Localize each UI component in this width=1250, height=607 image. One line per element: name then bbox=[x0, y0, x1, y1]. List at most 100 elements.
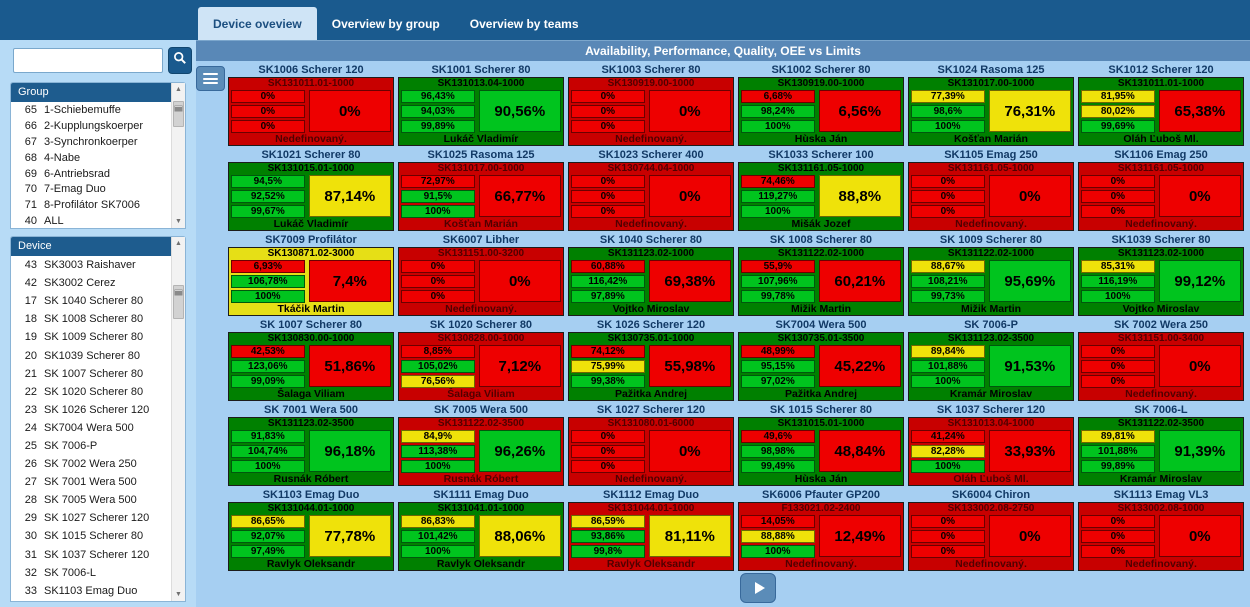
device-scrollbar[interactable]: ▲ ▼ bbox=[171, 237, 185, 601]
tile-title: SK1113 Emag VL3 bbox=[1113, 489, 1209, 501]
tile-title: SK1001 Scherer 80 bbox=[431, 64, 531, 76]
device-tile[interactable]: SK 7006-P SK131123.02-3500 89,84% 101,88… bbox=[908, 319, 1074, 401]
device-list-item[interactable]: 31 SK 1037 Scherer 120 bbox=[11, 546, 185, 564]
device-tile[interactable]: SK 1037 Scherer 120 SK131013.04-1000 41,… bbox=[908, 404, 1074, 486]
device-tile[interactable]: SK 7001 Wera 500 SK131123.02-3500 91,83%… bbox=[228, 404, 394, 486]
group-list-item[interactable]: 70 7-Emag Duo bbox=[11, 181, 185, 197]
device-tile[interactable]: SK 1008 Scherer 80 SK131122.02-1000 55,9… bbox=[738, 234, 904, 316]
device-tile[interactable]: SK6006 Pfauter GP200 F133021.02-2400 14,… bbox=[738, 489, 904, 571]
device-list-item[interactable]: 43 SK3003 Raishaver bbox=[11, 256, 185, 274]
device-list-item[interactable]: 21 SK 1007 Scherer 80 bbox=[11, 365, 185, 383]
device-tile[interactable]: SK7009 Profilátor SK130871.02-3000 6,93%… bbox=[228, 234, 394, 316]
device-tile[interactable]: SK1024 Rasoma 125 SK131017.00-1000 77,39… bbox=[908, 64, 1074, 146]
device-tile[interactable]: SK1103 Emag Duo SK131044.01-1000 86,65% … bbox=[228, 489, 394, 571]
group-scrollbar[interactable]: ▲ ▼ bbox=[171, 83, 185, 228]
device-tile[interactable]: SK1113 Emag VL3 SK133002.08-1000 0% 0% 0… bbox=[1078, 489, 1244, 571]
device-list-item[interactable]: 29 SK 1027 Scherer 120 bbox=[11, 509, 185, 527]
device-tile[interactable]: SK1021 Scherer 80 SK131015.01-1000 94,5%… bbox=[228, 149, 394, 231]
group-list-item[interactable]: 65 1-Schiebemuffe bbox=[11, 102, 185, 118]
device-tile[interactable]: SK1025 Rasoma 125 SK131017.00-1000 72,97… bbox=[398, 149, 564, 231]
group-list-item[interactable]: 68 4-Nabe bbox=[11, 150, 185, 166]
operator-name: Kramár Miroslav bbox=[1119, 473, 1203, 485]
device-tile[interactable]: SK 1007 Scherer 80 SK130830.00-1000 42,5… bbox=[228, 319, 394, 401]
oee-value: 76,31% bbox=[988, 90, 1071, 132]
group-list-item[interactable]: 67 3-Synchronkoerper bbox=[11, 134, 185, 150]
device-tile[interactable]: SK6004 Chiron SK133002.08-2750 0% 0% 0% … bbox=[908, 489, 1074, 571]
device-tile[interactable]: SK 1015 Scherer 80 SK131015.01-1000 49,6… bbox=[738, 404, 904, 486]
device-tile[interactable]: SK 7005 Wera 500 SK131122.02-3500 84,9% … bbox=[398, 404, 564, 486]
device-tile[interactable]: SK6007 Libher SK131151.00-3200 0% 0% 0% … bbox=[398, 234, 564, 316]
device-list-item[interactable]: 24 SK7004 Wera 500 bbox=[11, 419, 185, 437]
tile-order-code: SK131080.01-6000 bbox=[607, 418, 695, 429]
device-list-item[interactable]: 23 SK 1026 Scherer 120 bbox=[11, 401, 185, 419]
scrollbar-thumb[interactable] bbox=[173, 101, 184, 127]
device-list-item[interactable]: 22 SK 1020 Scherer 80 bbox=[11, 383, 185, 401]
device-tile[interactable]: SK 1026 Scherer 120 SK130735.01-1000 74,… bbox=[568, 319, 734, 401]
device-tile[interactable]: SK1023 Scherer 400 SK130744.04-1000 0% 0… bbox=[568, 149, 734, 231]
availability-value: 74,12% bbox=[571, 345, 645, 358]
device-tile[interactable]: SK1001 Scherer 80 SK131013.04-1000 96,43… bbox=[398, 64, 564, 146]
tile-order-code: SK133002.08-2750 bbox=[947, 503, 1035, 514]
device-list-item[interactable]: 30 SK 1015 Scherer 80 bbox=[11, 527, 185, 545]
group-list-item[interactable]: 71 8-Profilátor SK7006 bbox=[11, 197, 185, 213]
device-tile[interactable]: SK1012 Scherer 120 SK131011.01-1000 81,9… bbox=[1078, 64, 1244, 146]
scroll-down-icon[interactable]: ▼ bbox=[175, 591, 182, 598]
device-tile[interactable]: SK 1027 Scherer 120 SK131080.01-6000 0% … bbox=[568, 404, 734, 486]
device-tile[interactable]: SK1112 Emag Duo SK131044.01-1000 86,59% … bbox=[568, 489, 734, 571]
device-tile[interactable]: SK 7002 Wera 250 SK131151.00-3400 0% 0% … bbox=[1078, 319, 1244, 401]
device-tile[interactable]: SK1105 Emag 250 SK131161.05-1000 0% 0% 0… bbox=[908, 149, 1074, 231]
device-tile[interactable]: SK 7006-L SK131122.02-3500 89,81% 101,88… bbox=[1078, 404, 1244, 486]
layout-list-button[interactable] bbox=[196, 66, 225, 91]
availability-value: 8,85% bbox=[401, 345, 475, 358]
scrollbar-thumb[interactable] bbox=[173, 285, 184, 319]
device-list-item[interactable]: 18 SK 1008 Scherer 80 bbox=[11, 310, 185, 328]
device-tile[interactable]: SK1106 Emag 250 SK131161.05-1000 0% 0% 0… bbox=[1078, 149, 1244, 231]
scroll-up-icon[interactable]: ▲ bbox=[175, 86, 182, 93]
device-tile[interactable]: SK1033 Scherer 100 SK131161.05-1000 74,4… bbox=[738, 149, 904, 231]
oee-value: 12,49% bbox=[818, 515, 901, 557]
device-list-item[interactable]: 25 SK 7006-P bbox=[11, 437, 185, 455]
device-tile[interactable]: SK7004 Wera 500 SK130735.01-3500 48,99% … bbox=[738, 319, 904, 401]
device-tile[interactable]: SK 1040 Scherer 80 SK131123.02-1000 60,8… bbox=[568, 234, 734, 316]
group-list-item[interactable]: 40 ALL bbox=[11, 213, 185, 228]
device-list-item[interactable]: 33 SK1103 Emag Duo bbox=[11, 582, 185, 600]
device-list-item[interactable]: 32 SK 7006-L bbox=[11, 564, 185, 582]
device-list-item[interactable]: 26 SK 7002 Wera 250 bbox=[11, 455, 185, 473]
search-input[interactable] bbox=[13, 48, 163, 73]
device-tile[interactable]: SK1006 Scherer 120 SK131011.01-1000 0% 0… bbox=[228, 64, 394, 146]
device-list-item[interactable]: 17 SK 1040 Scherer 80 bbox=[11, 292, 185, 310]
device-tile[interactable]: SK1111 Emag Duo SK131041.01-1000 86,83% … bbox=[398, 489, 564, 571]
device-list-item[interactable]: 42 SK3002 Cerez bbox=[11, 274, 185, 292]
tile-order-code: SK131015.01-1000 bbox=[267, 163, 355, 174]
oee-value: 0% bbox=[1158, 175, 1241, 217]
play-button[interactable] bbox=[740, 573, 776, 603]
tab-overview-by-group[interactable]: Overview by group bbox=[331, 17, 440, 31]
tab-overview-by-teams[interactable]: Overview by teams bbox=[469, 17, 579, 31]
group-list-item[interactable]: 66 2-Kupplungskoerper bbox=[11, 118, 185, 134]
tile-title: SK 7001 Wera 500 bbox=[264, 404, 358, 416]
group-list-item[interactable]: 69 6-Antriebsrad bbox=[11, 166, 185, 182]
performance-value: 92,07% bbox=[231, 530, 305, 543]
device-list-item[interactable]: 20 SK1039 Scherer 80 bbox=[11, 346, 185, 364]
performance-value: 75,99% bbox=[571, 360, 645, 373]
availability-value: 55,9% bbox=[741, 260, 815, 273]
oee-value: 91,39% bbox=[1158, 430, 1241, 472]
device-list-item[interactable]: 28 SK 7005 Wera 500 bbox=[11, 491, 185, 509]
device-tile[interactable]: SK 1009 Scherer 80 SK131122.02-1000 88,6… bbox=[908, 234, 1074, 316]
quality-value: 100% bbox=[741, 205, 815, 218]
device-list-item[interactable]: 19 SK 1009 Scherer 80 bbox=[11, 328, 185, 346]
tab-device-oveview[interactable]: Device oveview bbox=[198, 7, 317, 40]
device-tile[interactable]: SK1003 Scherer 80 SK130919.00-1000 0% 0%… bbox=[568, 64, 734, 146]
device-tile[interactable]: SK 1020 Scherer 80 SK130828.00-1000 8,85… bbox=[398, 319, 564, 401]
tile-order-code: SK133002.08-1000 bbox=[1117, 503, 1205, 514]
device-tile[interactable]: SK1002 Scherer 80 SK130919.00-1000 6,68%… bbox=[738, 64, 904, 146]
search-button[interactable] bbox=[168, 47, 192, 74]
device-tile[interactable]: SK1039 Scherer 80 SK131123.02-1000 85,31… bbox=[1078, 234, 1244, 316]
tile-title: SK7004 Wera 500 bbox=[775, 319, 867, 331]
tile-title: SK1003 Scherer 80 bbox=[601, 64, 701, 76]
tile-title: SK 1040 Scherer 80 bbox=[599, 234, 703, 246]
scroll-up-icon[interactable]: ▲ bbox=[175, 240, 182, 247]
device-list-item[interactable]: 27 SK 7001 Wera 500 bbox=[11, 473, 185, 491]
item-number: 26 bbox=[24, 458, 37, 471]
scroll-down-icon[interactable]: ▼ bbox=[175, 218, 182, 225]
